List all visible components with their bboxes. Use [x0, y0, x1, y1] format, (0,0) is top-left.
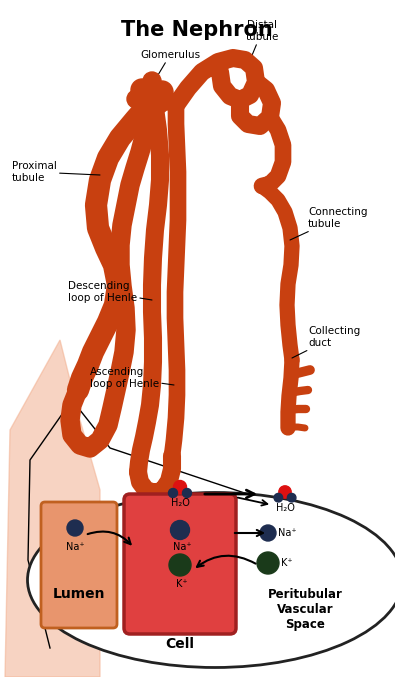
Circle shape	[169, 489, 177, 498]
Circle shape	[67, 520, 83, 536]
Circle shape	[151, 81, 173, 103]
Text: Descending
loop of Henle: Descending loop of Henle	[68, 281, 152, 303]
Text: H₂O: H₂O	[276, 503, 294, 513]
Text: K⁺: K⁺	[176, 579, 188, 589]
Circle shape	[288, 494, 296, 502]
Circle shape	[143, 72, 161, 90]
Circle shape	[159, 92, 177, 110]
Circle shape	[131, 79, 153, 101]
Polygon shape	[5, 340, 100, 677]
Text: K⁺: K⁺	[281, 558, 293, 568]
Circle shape	[173, 481, 186, 494]
Circle shape	[182, 489, 192, 498]
Circle shape	[260, 525, 276, 541]
Circle shape	[138, 81, 166, 109]
Circle shape	[171, 521, 190, 540]
Text: Proximal
tubule: Proximal tubule	[12, 161, 100, 183]
Circle shape	[127, 90, 145, 108]
FancyBboxPatch shape	[124, 494, 236, 634]
Ellipse shape	[28, 492, 395, 668]
Text: Collecting
duct: Collecting duct	[292, 326, 360, 358]
Circle shape	[274, 494, 283, 502]
Circle shape	[169, 554, 191, 576]
Circle shape	[257, 552, 279, 574]
Text: Na⁺: Na⁺	[66, 542, 84, 552]
Text: H₂O: H₂O	[171, 498, 190, 508]
Text: Glomerulus: Glomerulus	[140, 50, 200, 85]
Text: Ascending
loop of Henle: Ascending loop of Henle	[90, 367, 174, 389]
Circle shape	[152, 97, 168, 113]
Text: Lumen: Lumen	[53, 588, 105, 601]
Text: Na⁺: Na⁺	[173, 542, 191, 552]
Text: Connecting
tubule: Connecting tubule	[290, 207, 367, 240]
FancyBboxPatch shape	[41, 502, 117, 628]
Text: Na⁺: Na⁺	[278, 528, 297, 538]
Circle shape	[279, 486, 291, 498]
Text: Cell: Cell	[166, 637, 194, 651]
Text: Distal
tubule: Distal tubule	[245, 20, 279, 65]
Text: Peritubular
Vascular
Space: Peritubular Vascular Space	[267, 588, 342, 631]
Circle shape	[137, 96, 155, 114]
Text: The Nephron: The Nephron	[121, 20, 273, 40]
